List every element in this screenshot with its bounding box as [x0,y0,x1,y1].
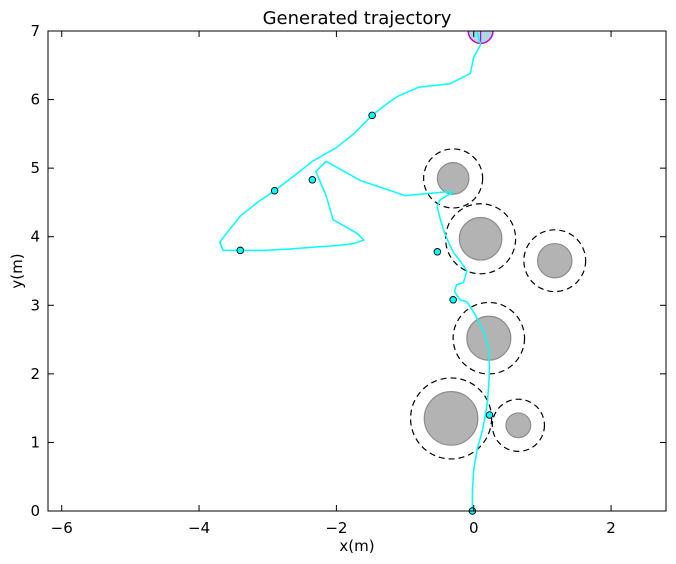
safety-boundary-circle-6 [491,398,546,452]
waypoint-layer [236,111,494,515]
obstacles-layer [409,148,587,460]
y-axis-label: y(m) [8,253,26,288]
y-tick-label: 4 [30,228,40,246]
y-axis: 0 1 2 3 4 5 6 7 [30,22,666,520]
waypoint-marker-4 [433,248,442,256]
waypoint-marker-7 [236,246,245,255]
y-tick-label: 7 [30,22,40,40]
waypoint-marker-3 [449,296,457,304]
obstacle-circle-1 [436,162,470,195]
waypoint-marker-6 [270,187,279,195]
obstacle-circle-5 [423,391,479,446]
x-tick-label: −6 [51,519,73,537]
y-tick-label: 3 [30,296,40,314]
x-tick-label: 2 [606,519,616,537]
plot-area [48,31,666,511]
trajectory-layer [218,32,491,511]
x-axis: −6 −4 −2 0 2 [51,31,616,537]
waypoint-marker-8 [368,111,376,120]
safety-boundary-circle-2 [444,203,517,275]
waypoint-marker-5 [308,176,317,184]
x-axis-label: x(m) [339,537,374,555]
trajectory-line [218,32,491,511]
safety-boundary-circle-5 [409,377,493,460]
y-tick-label: 6 [30,91,40,109]
obstacle-circle-6 [505,412,532,439]
obstacle-circle-3 [536,242,573,279]
chart-title: Generated trajectory [263,8,452,29]
y-tick-label: 2 [30,365,40,383]
obstacle-circle-2 [458,216,503,261]
x-tick-label: −2 [325,519,347,537]
y-tick-label: 5 [30,159,40,177]
waypoint-marker-2 [485,411,494,419]
x-tick-label: −4 [188,519,210,537]
y-tick-label: 1 [30,433,40,451]
x-tick-label: 0 [469,519,479,537]
plot-frame [47,30,667,512]
safety-boundary-circle-1 [423,148,484,209]
safety-boundary-circle-3 [523,229,587,293]
y-tick-label: 0 [30,502,40,520]
